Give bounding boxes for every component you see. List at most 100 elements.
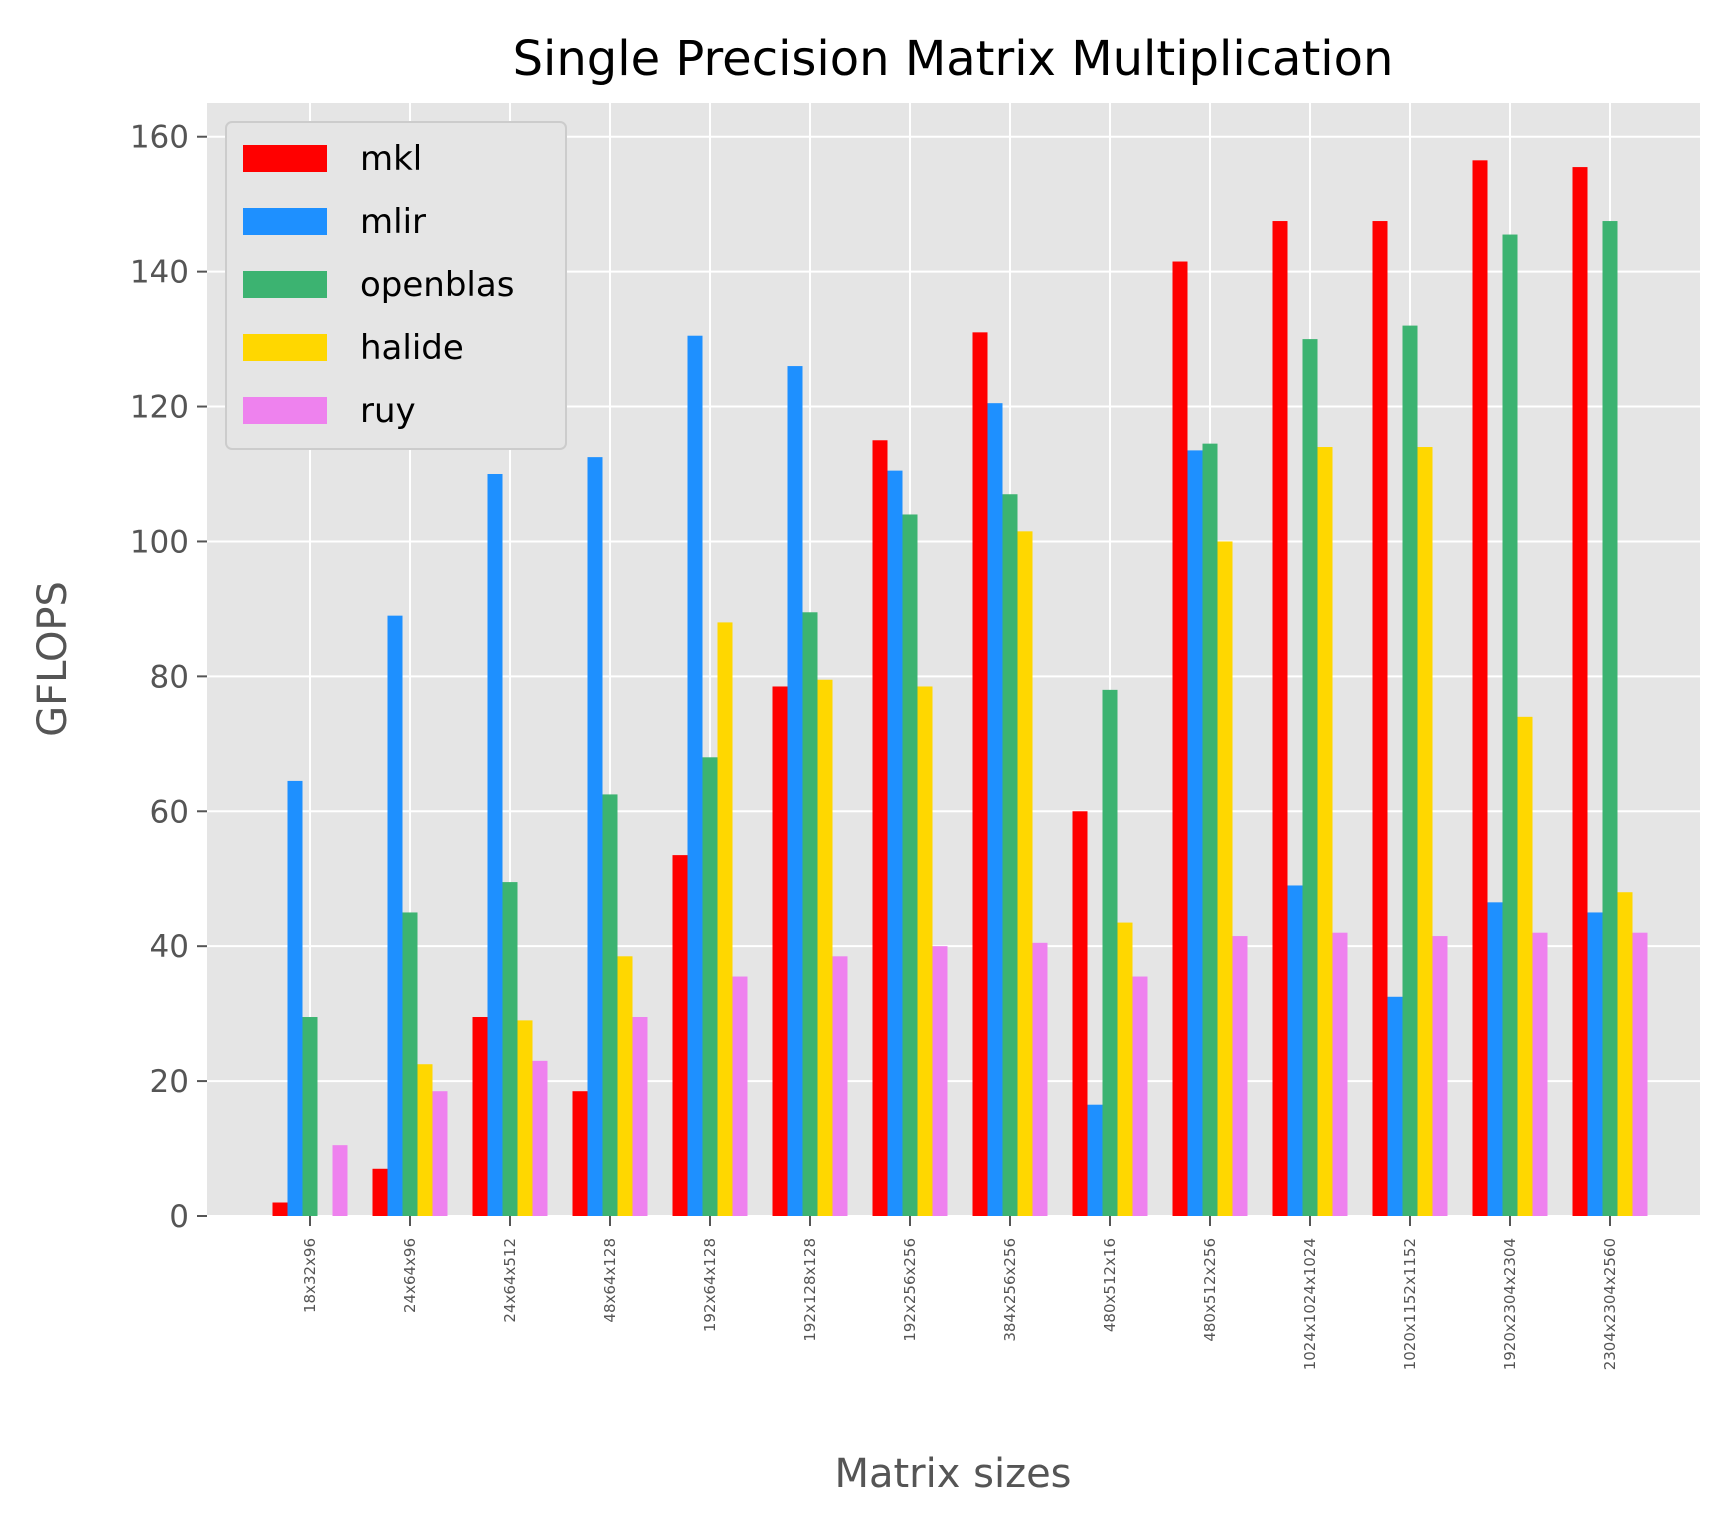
bar-mkl <box>572 1091 588 1216</box>
bar-halide <box>617 956 633 1216</box>
bar-mlir <box>587 457 603 1216</box>
x-tick-label: 192x256x256 <box>901 1238 919 1342</box>
bar-openblas <box>702 757 718 1216</box>
bar-openblas <box>1402 325 1418 1217</box>
bar-mkl <box>772 686 788 1216</box>
bar-ruy <box>832 956 848 1216</box>
legend-swatch-ruy <box>243 397 327 424</box>
bar-mlir <box>1387 996 1403 1216</box>
x-tick-label: 384x256x256 <box>1001 1238 1019 1342</box>
bar-openblas <box>1002 494 1018 1217</box>
legend-swatch-mkl <box>243 145 327 172</box>
bar-ruy <box>932 946 948 1216</box>
bar-openblas <box>1602 221 1618 1216</box>
bar-mkl <box>1372 221 1388 1216</box>
legend-label-openblas: openblas <box>360 265 514 305</box>
bar-ruy <box>1432 936 1448 1216</box>
y-tick-label: 40 <box>150 929 189 965</box>
x-tick-label: 1920x2304x2304 <box>1501 1238 1519 1370</box>
bar-halide <box>1617 892 1633 1216</box>
legend-label-halide: halide <box>360 328 464 368</box>
x-tick-label: 1020x1152x1152 <box>1401 1238 1419 1370</box>
bar-ruy <box>632 1017 648 1216</box>
bar-mlir <box>1187 450 1203 1217</box>
bar-mlir <box>287 780 303 1216</box>
bar-ruy <box>1532 932 1548 1216</box>
bar-ruy <box>1132 976 1148 1216</box>
bar-openblas <box>902 514 918 1216</box>
y-tick-label: 120 <box>130 390 189 426</box>
y-tick-label: 60 <box>150 794 189 830</box>
x-tick-label: 1024x1024x1024 <box>1301 1238 1319 1370</box>
bar-ruy <box>732 976 748 1216</box>
x-tick-label: 24x64x96 <box>401 1238 419 1313</box>
bar-mlir <box>1287 885 1303 1216</box>
bar-halide <box>517 1020 533 1216</box>
x-tick-label: 2304x2304x2560 <box>1601 1238 1619 1370</box>
bar-mkl <box>1572 167 1588 1217</box>
y-tick-label: 160 <box>130 120 189 156</box>
bar-mlir <box>1487 902 1503 1216</box>
x-axis-label: Matrix sizes <box>834 1451 1071 1497</box>
legend: mkl mlir openblas halide ruy <box>225 121 567 450</box>
bar-halide <box>417 1064 433 1216</box>
bar-mlir <box>787 366 803 1216</box>
x-tick-label: 18x32x96 <box>301 1238 319 1313</box>
bar-halide <box>1517 716 1533 1216</box>
bar-ruy <box>1032 942 1048 1216</box>
x-tick-label: 192x64x128 <box>701 1238 719 1332</box>
legend-label-mlir: mlir <box>360 202 426 242</box>
bars <box>272 160 1648 1217</box>
x-tick-label: 48x64x128 <box>601 1238 619 1323</box>
bar-halide <box>717 622 733 1216</box>
bar-openblas <box>1102 689 1118 1216</box>
bar-mlir <box>487 474 503 1216</box>
bar-mlir <box>887 470 903 1216</box>
bar-mkl <box>472 1017 488 1216</box>
bar-openblas <box>1202 443 1218 1216</box>
bar-mkl <box>1172 261 1188 1216</box>
bar-halide <box>1317 447 1333 1216</box>
bar-ruy <box>332 1145 348 1216</box>
legend-swatch-mlir <box>243 208 327 235</box>
bar-mkl <box>272 1202 288 1216</box>
legend-label-mkl: mkl <box>360 139 422 179</box>
y-axis-label: GFLOPS <box>30 581 76 737</box>
bar-openblas <box>1302 339 1318 1216</box>
bar-mkl <box>672 855 688 1216</box>
x-tick-label: 192x128x128 <box>801 1238 819 1342</box>
bar-halide <box>1417 447 1433 1216</box>
bar-mkl <box>972 332 988 1216</box>
x-tick-label: 480x512x256 <box>1201 1238 1219 1342</box>
bar-mlir <box>1587 912 1603 1216</box>
ticks: 0 20 40 60 80 100 120 140 160 18x32x96 24x64x96 24x… <box>130 120 1619 1371</box>
x-tick-label: 480x512x16 <box>1101 1238 1119 1332</box>
bar-halide <box>917 686 933 1216</box>
chart-title: Single Precision Matrix Multiplication <box>513 31 1394 87</box>
y-tick-label: 100 <box>130 524 189 560</box>
bar-halide <box>1117 922 1133 1216</box>
y-tick-label: 0 <box>169 1199 189 1235</box>
y-tick-label: 80 <box>150 659 189 695</box>
bar-mlir <box>387 615 403 1216</box>
y-tick-label: 20 <box>150 1064 189 1100</box>
bar-openblas <box>802 612 818 1216</box>
legend-swatch-openblas <box>243 271 327 298</box>
bar-ruy <box>1232 936 1248 1216</box>
bar-mkl <box>372 1168 388 1216</box>
bar-ruy <box>1632 932 1648 1216</box>
bar-mkl <box>1472 160 1488 1216</box>
y-tick-label: 140 <box>130 255 189 291</box>
bar-mlir <box>687 335 703 1217</box>
bar-mkl <box>1272 221 1288 1216</box>
bar-halide <box>817 679 833 1216</box>
bar-openblas <box>402 912 418 1216</box>
legend-swatch-halide <box>243 334 327 361</box>
bar-ruy <box>532 1060 548 1216</box>
bar-halide <box>1017 531 1033 1216</box>
x-tick-label: 24x64x512 <box>501 1238 519 1323</box>
bar-ruy <box>1332 932 1348 1216</box>
bar-mlir <box>987 403 1003 1216</box>
bar-openblas <box>302 1017 318 1216</box>
